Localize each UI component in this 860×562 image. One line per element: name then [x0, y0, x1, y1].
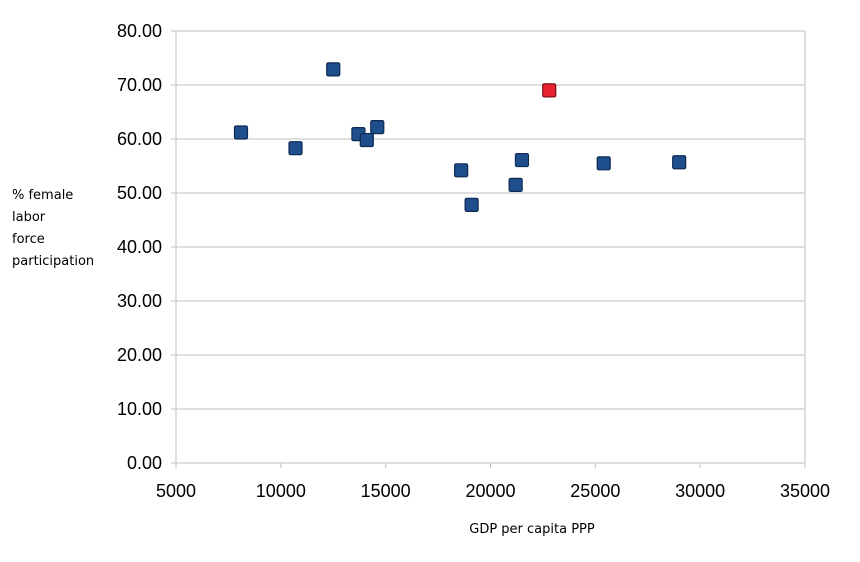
data-point: [370, 120, 385, 135]
x-tick-label: 20000: [465, 481, 515, 501]
gridlines: [176, 30, 805, 410]
data-point: [326, 62, 341, 77]
data-point: [464, 197, 479, 212]
y-axis-title-line: % female: [12, 188, 73, 203]
y-axis-title-line: force: [12, 232, 45, 247]
data-point: [233, 125, 249, 140]
y-tick-label: 60.00: [117, 129, 162, 149]
y-axis-title: % female labor force participation: [12, 188, 94, 269]
x-tick-label: 25000: [570, 481, 620, 501]
y-tick-label: 20.00: [117, 345, 162, 365]
y-tick-label: 0.00: [127, 453, 162, 473]
data-points: [233, 62, 687, 212]
y-axis-title-line: labor: [12, 210, 46, 225]
x-tick-label: 30000: [675, 481, 725, 501]
data-point: [508, 177, 523, 192]
data-point: [454, 163, 469, 178]
y-tick-label: 40.00: [117, 237, 162, 257]
x-axis-title: GDP per capita PPP: [469, 522, 595, 537]
axes: [171, 30, 806, 468]
data-point: [288, 141, 303, 156]
x-tick-label: 10000: [256, 481, 306, 501]
y-tick-label: 80.00: [117, 21, 162, 41]
data-point: [672, 155, 687, 170]
y-axis-title-line: participation: [12, 254, 94, 269]
x-tick-label: 15000: [361, 481, 411, 501]
y-tick-label: 70.00: [117, 75, 162, 95]
data-point: [359, 132, 374, 148]
y-tick-labels: 0.00 10.00 20.00 30.00 40.00 50.00 60.00 70.00 8…: [117, 21, 162, 473]
data-point: [514, 152, 530, 168]
data-point-highlighted: [542, 83, 557, 98]
y-tick-label: 10.00: [117, 399, 162, 419]
data-point: [596, 156, 611, 171]
y-tick-label: 30.00: [117, 291, 162, 311]
x-tick-label: 35000: [780, 481, 830, 501]
x-tick-labels: 5000 10000 15000 20000 25000 30000 35000: [156, 481, 830, 501]
x-tick-label: 5000: [156, 481, 196, 501]
y-tick-label: 50.00: [117, 183, 162, 203]
